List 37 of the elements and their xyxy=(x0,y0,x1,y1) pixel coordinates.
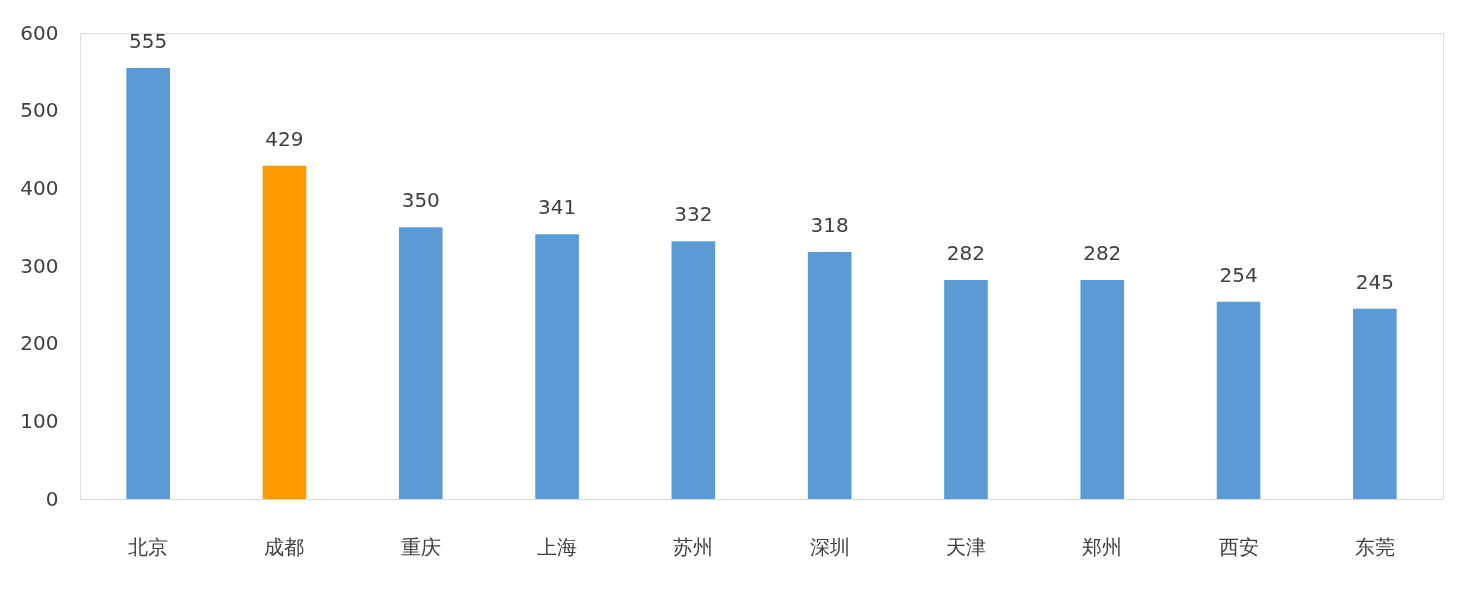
y-tick-label: 400 xyxy=(20,175,59,200)
bar xyxy=(126,67,170,499)
bar xyxy=(944,279,988,499)
x-tick-label: 深圳 xyxy=(809,534,850,559)
x-tick-label: 天津 xyxy=(945,534,986,559)
data-label: 282 xyxy=(946,240,986,265)
x-tick-label: 重庆 xyxy=(400,534,441,559)
data-label: 429 xyxy=(265,126,304,151)
data-label: 555 xyxy=(129,28,168,53)
y-tick-label: 600 xyxy=(20,20,59,45)
bar xyxy=(807,252,852,499)
bar xyxy=(671,241,716,499)
bar xyxy=(1216,301,1261,499)
x-tick-label: 上海 xyxy=(537,534,578,559)
data-label: 318 xyxy=(810,213,849,238)
bar xyxy=(535,234,579,499)
x-tick-label: 郑州 xyxy=(1082,534,1123,559)
bar xyxy=(262,165,307,499)
y-tick-label: 100 xyxy=(20,408,59,433)
x-tick-label: 东莞 xyxy=(1354,534,1395,559)
bar xyxy=(1080,279,1125,499)
data-label: 332 xyxy=(674,202,713,227)
data-label: 341 xyxy=(537,195,577,220)
data-label: 350 xyxy=(401,188,440,213)
y-tick-label: 500 xyxy=(20,98,59,123)
data-label: 282 xyxy=(1083,240,1122,265)
data-label: 254 xyxy=(1219,262,1258,287)
x-tick-label: 苏州 xyxy=(673,534,714,559)
y-tick-label: 300 xyxy=(20,253,59,278)
bar xyxy=(1353,308,1397,499)
y-tick-label: 0 xyxy=(45,486,59,511)
x-tick-label: 西安 xyxy=(1218,534,1259,559)
x-tick-label: 成都 xyxy=(264,534,305,559)
data-label: 245 xyxy=(1355,269,1394,294)
bar xyxy=(398,227,443,499)
x-tick-label: 北京 xyxy=(128,534,169,559)
y-tick-label: 200 xyxy=(20,331,59,356)
